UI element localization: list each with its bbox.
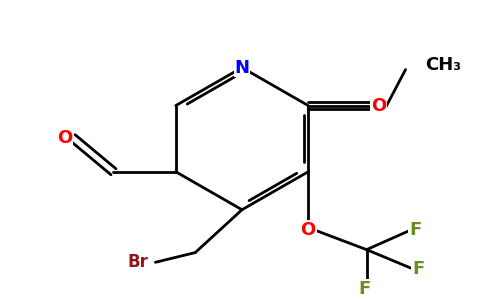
Text: N: N	[235, 58, 249, 76]
Text: O: O	[371, 97, 386, 115]
Text: O: O	[57, 129, 73, 147]
Text: CH₃: CH₃	[425, 56, 461, 74]
Text: O: O	[301, 221, 316, 239]
Text: F: F	[412, 260, 424, 278]
Text: F: F	[359, 280, 371, 298]
Text: Br: Br	[127, 253, 148, 271]
Text: F: F	[409, 221, 422, 239]
